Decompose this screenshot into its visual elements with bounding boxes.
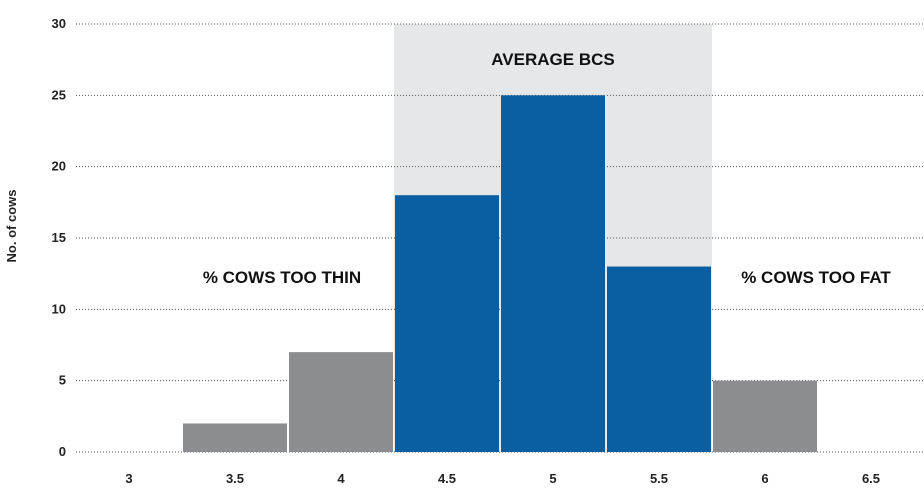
- bar-5.5: [607, 266, 711, 452]
- y-axis-label: No. of cows: [4, 190, 19, 263]
- y-tick-label: 30: [52, 16, 66, 31]
- x-tick-label: 5.5: [650, 471, 668, 486]
- y-tick-label: 15: [52, 230, 66, 245]
- average-bcs-label: AVERAGE BCS: [491, 50, 614, 69]
- bar-5: [501, 95, 605, 452]
- x-tick-label: 6: [761, 471, 768, 486]
- x-axis-ticks: 3 3.5 4 4.5 5 5.5 6 6.5: [125, 471, 880, 486]
- bar-3.5: [183, 423, 287, 452]
- bar-6: [713, 380, 817, 452]
- x-tick-label: 5: [549, 471, 556, 486]
- bar-4: [289, 352, 393, 452]
- cows-too-fat-label: % COWS TOO FAT: [741, 268, 891, 287]
- x-tick-label: 4.5: [438, 471, 456, 486]
- y-tick-label: 25: [52, 87, 66, 102]
- y-tick-label: 5: [59, 373, 66, 388]
- bar-4.5: [395, 195, 499, 452]
- x-tick-label: 6.5: [862, 471, 880, 486]
- x-tick-label: 3.5: [226, 471, 244, 486]
- bars: [183, 95, 817, 452]
- y-tick-label: 10: [52, 301, 66, 316]
- cows-too-thin-label: % COWS TOO THIN: [203, 268, 361, 287]
- y-axis-ticks: 0 5 10 15 20 25 30: [52, 16, 66, 459]
- y-tick-label: 20: [52, 159, 66, 174]
- x-tick-label: 3: [125, 471, 132, 486]
- x-tick-label: 4: [337, 471, 345, 486]
- y-tick-label: 0: [59, 444, 66, 459]
